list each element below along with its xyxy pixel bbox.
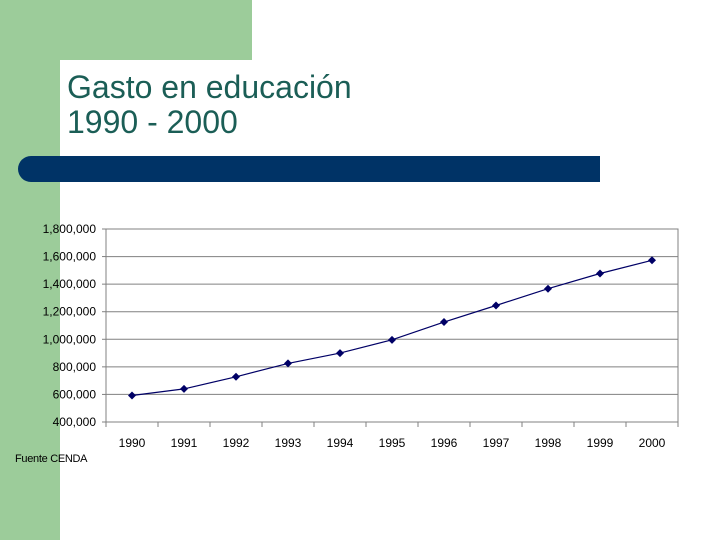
y-tick-label: 600,000 xyxy=(53,387,97,401)
data-point xyxy=(596,269,604,278)
data-point xyxy=(232,372,240,381)
x-tick-label: 1993 xyxy=(275,436,302,450)
y-tick-label: 1,000,000 xyxy=(43,332,97,346)
data-point xyxy=(648,256,656,265)
x-tick-label: 1991 xyxy=(171,436,198,450)
x-tick-label: 2000 xyxy=(639,436,666,450)
data-point xyxy=(440,318,448,327)
y-tick-label: 1,600,000 xyxy=(43,250,97,264)
accent-green-corner xyxy=(0,0,252,60)
y-tick-label: 1,400,000 xyxy=(43,277,97,291)
data-point xyxy=(544,284,552,293)
data-point xyxy=(128,391,136,400)
slide-title: Gasto en educación 1990 - 2000 xyxy=(67,70,352,140)
x-tick-label: 1994 xyxy=(327,436,354,450)
x-tick-label: 1992 xyxy=(223,436,250,450)
y-tick-label: 1,800,000 xyxy=(43,222,97,236)
data-point xyxy=(284,359,292,368)
title-line-2: 1990 - 2000 xyxy=(67,104,238,140)
source-note: Fuente CENDA xyxy=(15,453,88,465)
y-tick-label: 800,000 xyxy=(53,360,97,374)
title-underline-bar xyxy=(18,156,600,182)
y-tick-label: 1,200,000 xyxy=(43,305,97,319)
data-point xyxy=(388,335,396,344)
x-tick-label: 1999 xyxy=(587,436,614,450)
x-tick-label: 1997 xyxy=(483,436,510,450)
y-tick-label: 400,000 xyxy=(53,415,97,429)
data-point xyxy=(492,301,500,310)
x-tick-label: 1990 xyxy=(119,436,146,450)
data-point xyxy=(336,349,344,358)
title-line-1: Gasto en educación xyxy=(67,69,352,105)
plot-area xyxy=(105,228,679,423)
x-tick-label: 1998 xyxy=(535,436,562,450)
x-tick-label: 1995 xyxy=(379,436,406,450)
accent-green-band xyxy=(0,0,60,540)
x-tick-label: 1996 xyxy=(431,436,458,450)
data-point xyxy=(180,384,188,393)
